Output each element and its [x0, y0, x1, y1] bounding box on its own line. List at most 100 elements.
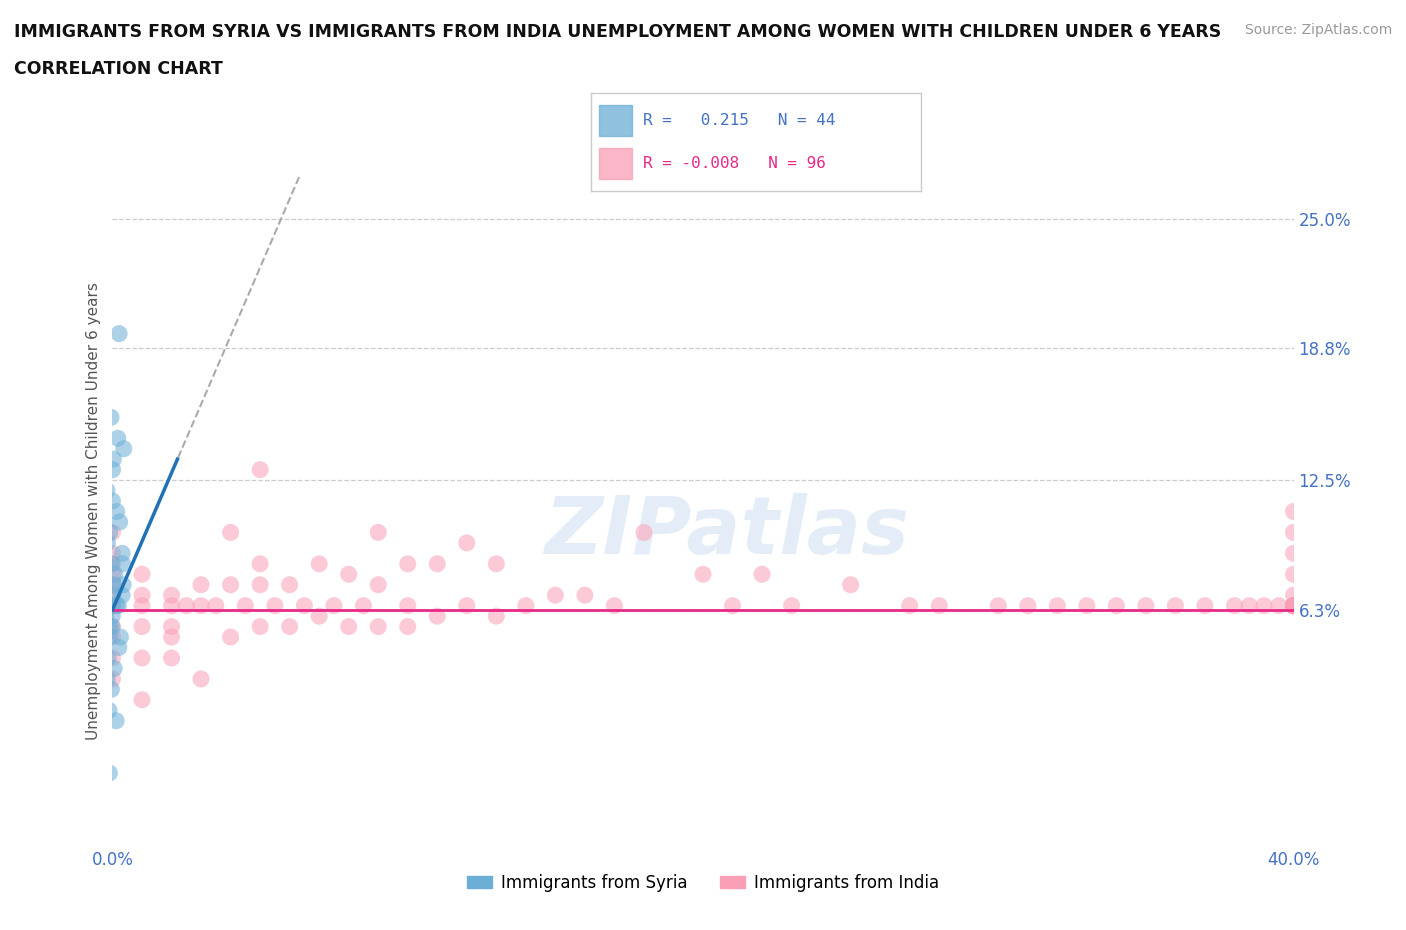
Point [1282, 504, 1305, 519]
Point [96, 671, 118, 686]
Point [160, 588, 183, 603]
Point [105, 504, 128, 519]
Point [101, 619, 124, 634]
Point [131, 619, 153, 634]
Point [91, 472, 114, 487]
Point [131, 567, 153, 582]
Point [94, 556, 117, 571]
Point [839, 578, 862, 592]
Point [111, 588, 134, 603]
Point [544, 588, 567, 603]
Point [96, 484, 118, 498]
Point [107, 598, 129, 613]
Point [264, 598, 287, 613]
Point [98, 703, 121, 718]
Point [1282, 598, 1305, 613]
Point [515, 598, 537, 613]
Point [101, 578, 124, 592]
Point [780, 598, 803, 613]
Point [337, 567, 360, 582]
Text: ZIPatlas: ZIPatlas [544, 493, 910, 571]
Y-axis label: Unemployment Among Women with Children Under 6 years: Unemployment Among Women with Children U… [86, 283, 101, 740]
Point [190, 598, 212, 613]
Point [101, 588, 124, 603]
Point [1282, 546, 1305, 561]
Point [101, 525, 124, 540]
Point [108, 640, 131, 655]
Text: IMMIGRANTS FROM SYRIA VS IMMIGRANTS FROM INDIA UNEMPLOYMENT AMONG WOMEN WITH CHI: IMMIGRANTS FROM SYRIA VS IMMIGRANTS FROM… [14, 23, 1222, 41]
Point [131, 651, 153, 666]
Text: CORRELATION CHART: CORRELATION CHART [14, 60, 224, 78]
Point [131, 588, 153, 603]
Point [278, 578, 301, 592]
Point [101, 588, 124, 603]
Bar [599, 105, 631, 136]
Point [100, 556, 122, 571]
Point [160, 651, 183, 666]
Point [308, 609, 330, 624]
Point [101, 598, 124, 613]
Point [485, 556, 508, 571]
Point [98, 525, 121, 540]
Point [94, 609, 117, 624]
Point [101, 630, 124, 644]
Point [108, 326, 131, 341]
Point [308, 556, 330, 571]
Text: R = -0.008   N = 96: R = -0.008 N = 96 [644, 156, 827, 171]
Point [367, 619, 389, 634]
Point [1268, 598, 1291, 613]
Point [110, 630, 132, 644]
Point [100, 598, 122, 613]
Point [190, 671, 212, 686]
Point [1282, 588, 1305, 603]
Point [103, 661, 125, 676]
Point [103, 452, 125, 467]
Point [249, 556, 271, 571]
Point [93, 588, 115, 603]
Point [1223, 598, 1246, 613]
Point [1282, 567, 1305, 582]
Point [105, 598, 128, 613]
Point [131, 692, 153, 708]
Point [1282, 598, 1305, 613]
Point [101, 609, 124, 624]
Point [603, 598, 626, 613]
Point [219, 525, 242, 540]
Point [101, 619, 124, 634]
Point [101, 567, 124, 582]
Bar [599, 148, 631, 179]
Point [249, 462, 271, 477]
Point [1164, 598, 1187, 613]
Point [1194, 598, 1216, 613]
Point [205, 598, 228, 613]
Point [367, 578, 389, 592]
Point [292, 598, 315, 613]
Point [112, 442, 135, 457]
Point [249, 619, 271, 634]
Point [90, 567, 112, 582]
Point [426, 609, 449, 624]
Point [751, 567, 773, 582]
Point [160, 598, 183, 613]
Point [101, 556, 124, 571]
Point [987, 598, 1010, 613]
Point [278, 619, 301, 634]
Point [1105, 598, 1128, 613]
Point [1017, 598, 1039, 613]
Point [101, 462, 124, 477]
Point [101, 651, 124, 666]
Point [111, 556, 134, 571]
Point [574, 588, 596, 603]
Point [100, 682, 122, 697]
Point [233, 598, 256, 613]
Point [928, 598, 950, 613]
Point [1282, 598, 1305, 613]
Point [98, 619, 121, 634]
Point [160, 630, 183, 644]
Point [1076, 598, 1098, 613]
Point [105, 713, 128, 728]
Point [108, 514, 131, 529]
Point [91, 274, 114, 289]
Point [352, 598, 374, 613]
Point [396, 619, 419, 634]
